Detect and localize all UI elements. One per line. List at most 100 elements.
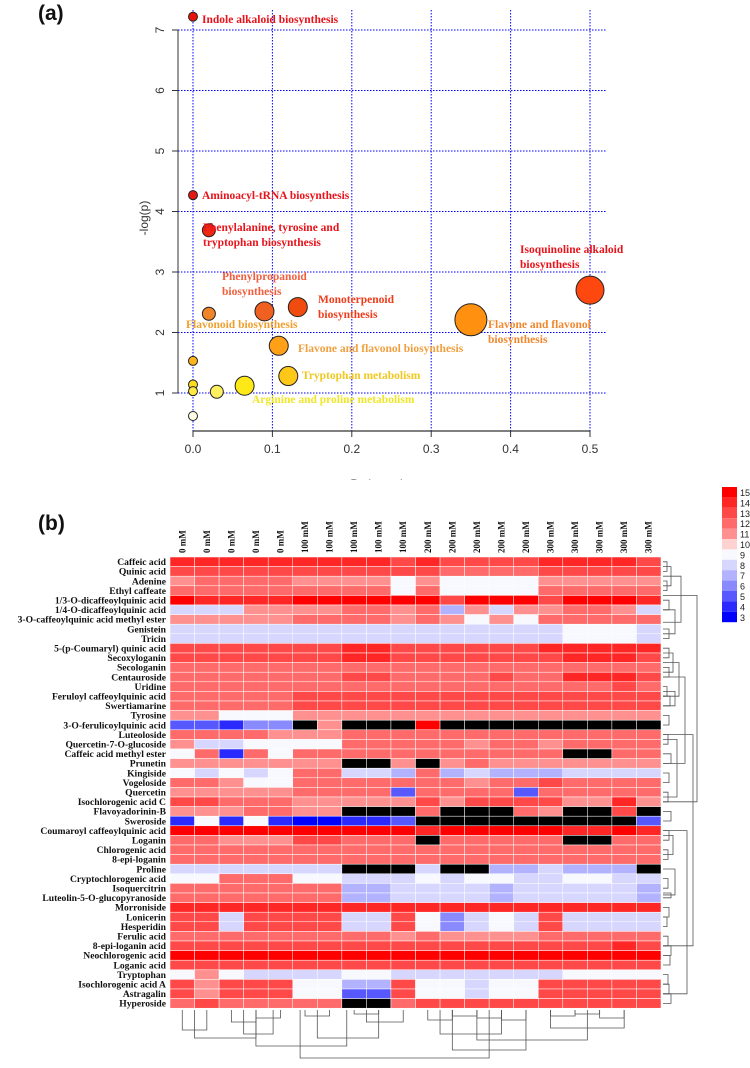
heatmap-cell (562, 748, 588, 759)
point-label: biosynthesis (488, 334, 548, 346)
heatmap-cell (292, 604, 318, 615)
heatmap-cell (366, 710, 392, 721)
colorbar-swatch (722, 591, 737, 602)
heatmap-cell (243, 700, 269, 711)
heatmap-cell (194, 902, 220, 913)
row-label: Luteoloside (119, 730, 167, 741)
heatmap-cell (366, 623, 392, 635)
heatmap-cell (415, 911, 441, 923)
heatmap-cell (636, 623, 662, 635)
heatmap-cell (562, 643, 588, 654)
column-dendrogram-branch (501, 1010, 527, 1021)
heatmap-cell (243, 748, 269, 759)
heatmap-cell (611, 796, 637, 807)
heatmap-cell (439, 969, 465, 980)
heatmap-cell (464, 787, 490, 798)
heatmap-cell (538, 633, 564, 644)
heatmap-cell (464, 652, 490, 663)
row-label: Coumaroyl caffeoylquinic acid (40, 826, 166, 837)
heatmap-cell (194, 950, 220, 961)
row-label: Neochlorogenic acid (83, 951, 166, 962)
heatmap-cell (562, 575, 588, 587)
x-tick-label: 0.0 (185, 442, 202, 456)
bubble-point (575, 275, 605, 305)
heatmap-cell (415, 691, 441, 702)
heatmap-cell (243, 940, 269, 951)
heatmap-cell (194, 835, 220, 846)
heatmap-cell (538, 979, 564, 990)
heatmap-cell (538, 623, 564, 635)
heatmap-cell (267, 566, 294, 577)
heatmap-cell (267, 739, 294, 750)
heatmap-cell (464, 777, 490, 788)
heatmap-cell (243, 575, 269, 587)
row-dendrogram-branch (663, 892, 672, 899)
column-label: 200 mM (496, 521, 506, 553)
heatmap-cell (415, 748, 441, 759)
heatmap-cell (243, 681, 269, 692)
heatmap-cell (194, 806, 220, 817)
heatmap-cell (587, 633, 613, 644)
heatmap-cell (292, 998, 318, 1009)
heatmap-cell (488, 796, 514, 807)
heatmap-cell (317, 998, 343, 1009)
heatmap-cell (513, 902, 539, 913)
heatmap-cell (194, 921, 220, 932)
colorbar-swatch (722, 611, 737, 623)
x-axis-label: Pathway Impact (350, 477, 436, 480)
heatmap-cell (439, 979, 465, 990)
heatmap-cell (194, 566, 220, 577)
heatmap-cell (538, 892, 564, 903)
heatmap-cell (292, 710, 318, 721)
row-dendrogram-branch (663, 667, 670, 678)
heatmap-cell (562, 988, 588, 999)
heatmap-cell (218, 873, 244, 884)
heatmap-cell (636, 719, 662, 731)
heatmap-cell (538, 969, 564, 980)
heatmap-cell (439, 729, 465, 740)
heatmap-cell (390, 796, 416, 807)
heatmap-cell (562, 767, 588, 779)
heatmap-cell (587, 796, 613, 807)
heatmap-cell (390, 604, 416, 615)
row-dendrogram-branch (663, 935, 669, 947)
heatmap-cell (317, 623, 343, 635)
heatmap-cell (513, 700, 539, 711)
heatmap-cell (587, 940, 613, 951)
heatmap-cell (169, 863, 195, 875)
heatmap-cell (587, 767, 613, 779)
x-tick-label: 0.3 (423, 442, 440, 456)
heatmap-cell (317, 825, 343, 836)
heatmap-cell (415, 835, 441, 846)
heatmap-cell (464, 988, 490, 999)
heatmap-cell (243, 710, 269, 721)
heatmap-cell (341, 633, 367, 644)
heatmap-cell (341, 892, 367, 903)
heatmap-cell (464, 748, 490, 759)
heatmap-cell (538, 719, 564, 731)
row-label: Feruloyl caffeoylquinic acid (52, 692, 167, 703)
colorbar-tick-label: 14 (740, 498, 750, 508)
column-dendrogram-branch (230, 1010, 257, 1023)
heatmap-cell (513, 729, 539, 740)
heatmap-cell (464, 911, 490, 923)
heatmap-cell (218, 892, 244, 903)
heatmap-cell (317, 652, 343, 663)
heatmap-cell (317, 873, 343, 884)
heatmap-cell (218, 921, 244, 932)
heatmap-cell (636, 854, 662, 865)
heatmap-cell (341, 988, 367, 999)
bubble-point (188, 410, 198, 421)
heatmap-cell (415, 604, 441, 615)
heatmap-cell (218, 777, 244, 788)
heatmap-cell (538, 787, 564, 798)
heatmap-cell (611, 643, 637, 654)
colorbar-swatch (722, 570, 737, 581)
heatmap-cell (439, 892, 465, 903)
colorbar-tick-label: 10 (740, 540, 750, 550)
heatmap-cell (317, 748, 343, 759)
heatmap-cell (317, 671, 343, 683)
column-label: 0 mM (202, 530, 212, 553)
heatmap-cell (636, 758, 662, 769)
heatmap-cell (317, 739, 343, 750)
